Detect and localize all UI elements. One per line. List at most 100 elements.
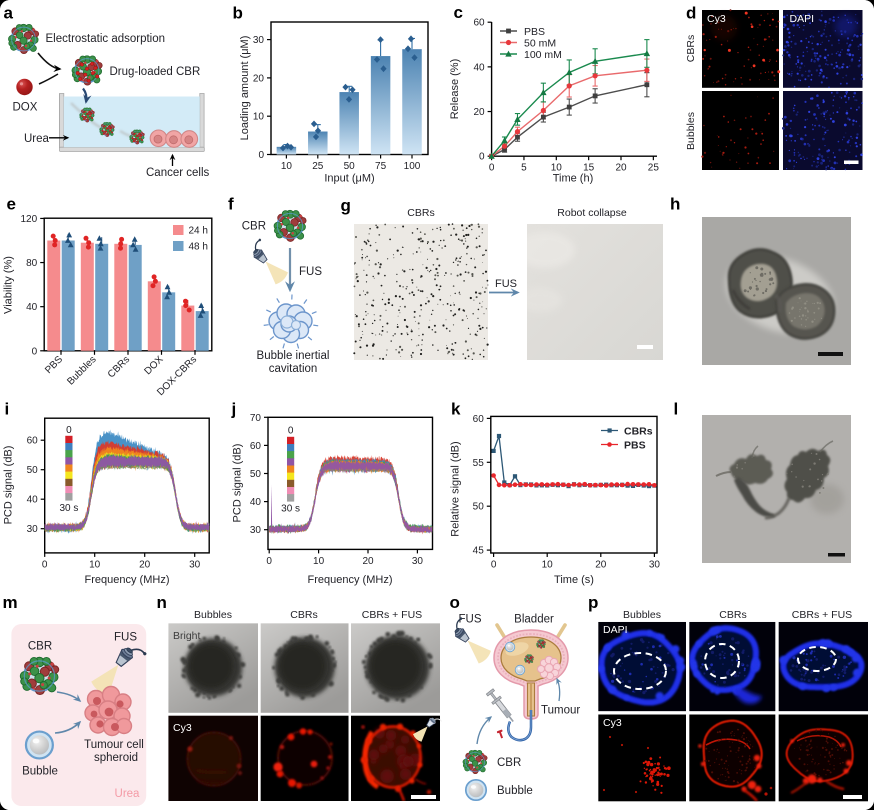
svg-text:CBRs + FUS: CBRs + FUS <box>792 609 852 621</box>
svg-text:PCD signal (dB): PCD signal (dB) <box>232 444 244 523</box>
svg-text:Cy3: Cy3 <box>173 722 192 734</box>
svg-text:55: 55 <box>473 458 485 469</box>
svg-text:Bubbles: Bubbles <box>194 609 232 621</box>
svg-text:PBS: PBS <box>524 26 545 38</box>
svg-text:15: 15 <box>583 163 595 174</box>
svg-text:Drug-loaded CBR: Drug-loaded CBR <box>110 66 201 78</box>
svg-text:Bladder: Bladder <box>514 614 554 626</box>
svg-text:30: 30 <box>253 35 265 46</box>
svg-text:Urea: Urea <box>24 133 50 145</box>
svg-text:Tumour: Tumour <box>541 705 580 717</box>
svg-text:Bubble inertial: Bubble inertial <box>257 350 330 362</box>
svg-text:10: 10 <box>253 112 265 123</box>
svg-text:30: 30 <box>189 559 201 570</box>
svg-text:Bright: Bright <box>173 630 201 642</box>
svg-text:0: 0 <box>32 346 38 357</box>
svg-text:FUS: FUS <box>459 614 482 626</box>
svg-text:Frequency (MHz): Frequency (MHz) <box>308 574 393 586</box>
svg-text:Time (h): Time (h) <box>553 173 594 185</box>
svg-text:n: n <box>157 593 167 612</box>
svg-text:0: 0 <box>489 163 495 174</box>
svg-text:d: d <box>686 4 696 23</box>
svg-text:20: 20 <box>362 556 374 567</box>
svg-text:l: l <box>674 399 679 418</box>
svg-text:CBR: CBR <box>497 757 521 769</box>
svg-text:k: k <box>451 399 461 418</box>
svg-text:50: 50 <box>250 469 262 480</box>
svg-text:p: p <box>588 593 598 612</box>
svg-text:Cy3: Cy3 <box>707 13 726 25</box>
svg-text:40: 40 <box>27 495 39 506</box>
svg-text:o: o <box>450 593 460 612</box>
svg-text:80: 80 <box>26 258 38 269</box>
svg-text:60: 60 <box>250 441 262 452</box>
svg-text:100 mM: 100 mM <box>524 49 562 61</box>
svg-text:Loading amount (μM): Loading amount (μM) <box>239 36 251 141</box>
svg-text:60: 60 <box>473 18 485 29</box>
svg-text:100: 100 <box>404 161 421 172</box>
svg-text:m: m <box>3 593 18 612</box>
svg-text:CBR: CBR <box>28 641 52 653</box>
svg-text:20: 20 <box>473 107 485 118</box>
svg-text:30: 30 <box>412 556 424 567</box>
svg-text:PCD signal (dB): PCD signal (dB) <box>3 446 15 525</box>
svg-text:0: 0 <box>288 426 294 437</box>
svg-text:CBRs: CBRs <box>719 609 746 621</box>
svg-text:spheroid: spheroid <box>94 752 138 764</box>
svg-text:120: 120 <box>21 214 38 225</box>
svg-text:50 mM: 50 mM <box>524 37 556 49</box>
svg-text:e: e <box>7 194 16 213</box>
svg-text:CBRs: CBRs <box>290 609 317 621</box>
svg-text:10: 10 <box>313 556 325 567</box>
svg-text:0: 0 <box>491 560 497 571</box>
svg-text:60: 60 <box>27 436 39 447</box>
svg-text:20: 20 <box>615 163 627 174</box>
svg-text:50: 50 <box>473 502 485 513</box>
svg-text:Robot collapse: Robot collapse <box>557 207 627 219</box>
svg-text:20: 20 <box>253 73 265 84</box>
svg-text:Input (μM): Input (μM) <box>324 173 374 185</box>
svg-text:Tumour cell: Tumour cell <box>84 739 144 751</box>
svg-text:CBRs: CBRs <box>407 207 434 219</box>
svg-text:Bubble: Bubble <box>497 785 533 797</box>
svg-text:FUS: FUS <box>299 266 322 278</box>
svg-text:PBS: PBS <box>624 440 646 452</box>
svg-text:Frequency (MHz): Frequency (MHz) <box>85 574 170 586</box>
svg-text:30 s: 30 s <box>59 503 78 514</box>
svg-text:20: 20 <box>595 560 607 571</box>
svg-text:CBRs: CBRs <box>685 35 697 62</box>
svg-text:g: g <box>341 196 351 215</box>
svg-text:CBR: CBR <box>242 221 266 233</box>
svg-text:40: 40 <box>250 497 262 508</box>
svg-text:FUS: FUS <box>495 278 517 290</box>
svg-text:c: c <box>454 3 463 22</box>
svg-text:i: i <box>5 399 10 418</box>
svg-text:30: 30 <box>649 560 661 571</box>
svg-text:j: j <box>231 399 237 418</box>
svg-text:70: 70 <box>250 413 262 424</box>
svg-text:0: 0 <box>266 556 272 567</box>
svg-text:5: 5 <box>521 163 527 174</box>
svg-text:30 s: 30 s <box>281 504 300 515</box>
svg-text:24 h: 24 h <box>189 226 208 237</box>
svg-text:50: 50 <box>27 465 39 476</box>
svg-text:30: 30 <box>27 524 39 535</box>
svg-text:10: 10 <box>542 560 554 571</box>
svg-text:Cancer cells: Cancer cells <box>146 167 210 179</box>
svg-text:FUS: FUS <box>114 632 137 644</box>
svg-text:h: h <box>670 194 680 213</box>
svg-text:Electrostatic adsorption: Electrostatic adsorption <box>46 33 166 45</box>
svg-text:20: 20 <box>139 559 151 570</box>
svg-text:25: 25 <box>312 161 324 172</box>
svg-text:0: 0 <box>479 152 485 163</box>
svg-text:40: 40 <box>26 302 38 313</box>
svg-text:45: 45 <box>473 546 485 557</box>
svg-text:10: 10 <box>281 161 293 172</box>
svg-text:0: 0 <box>66 425 72 436</box>
svg-text:DAPI: DAPI <box>603 624 628 636</box>
svg-text:Bubbles: Bubbles <box>685 112 697 150</box>
svg-text:0: 0 <box>42 559 48 570</box>
svg-text:Bubbles: Bubbles <box>623 609 661 621</box>
svg-text:cavitation: cavitation <box>269 363 318 375</box>
svg-text:50: 50 <box>344 161 356 172</box>
